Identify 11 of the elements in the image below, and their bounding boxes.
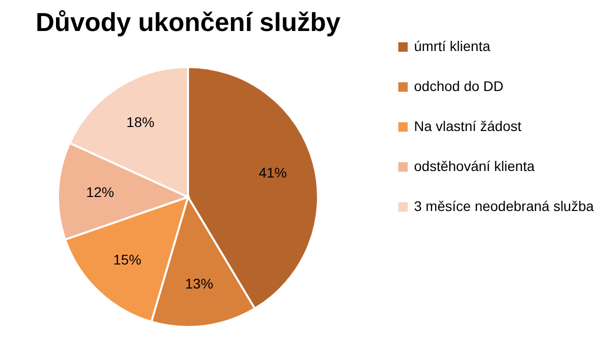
data-label: 15% [113,252,142,268]
chart-title: Důvody ukončení služby [36,7,341,37]
legend-label: Na vlastní žádost [414,118,522,134]
data-label: 12% [86,184,114,200]
legend-label: odstěhování klienta [414,158,535,174]
data-label: 18% [126,114,154,130]
legend-label: úmrtí klienta [414,38,490,54]
data-label: 41% [258,164,287,181]
legend-label: odchod do DD [414,78,504,94]
data-label: 13% [185,275,214,292]
legend-label: 3 měsíce neodebraná služba [414,198,594,214]
